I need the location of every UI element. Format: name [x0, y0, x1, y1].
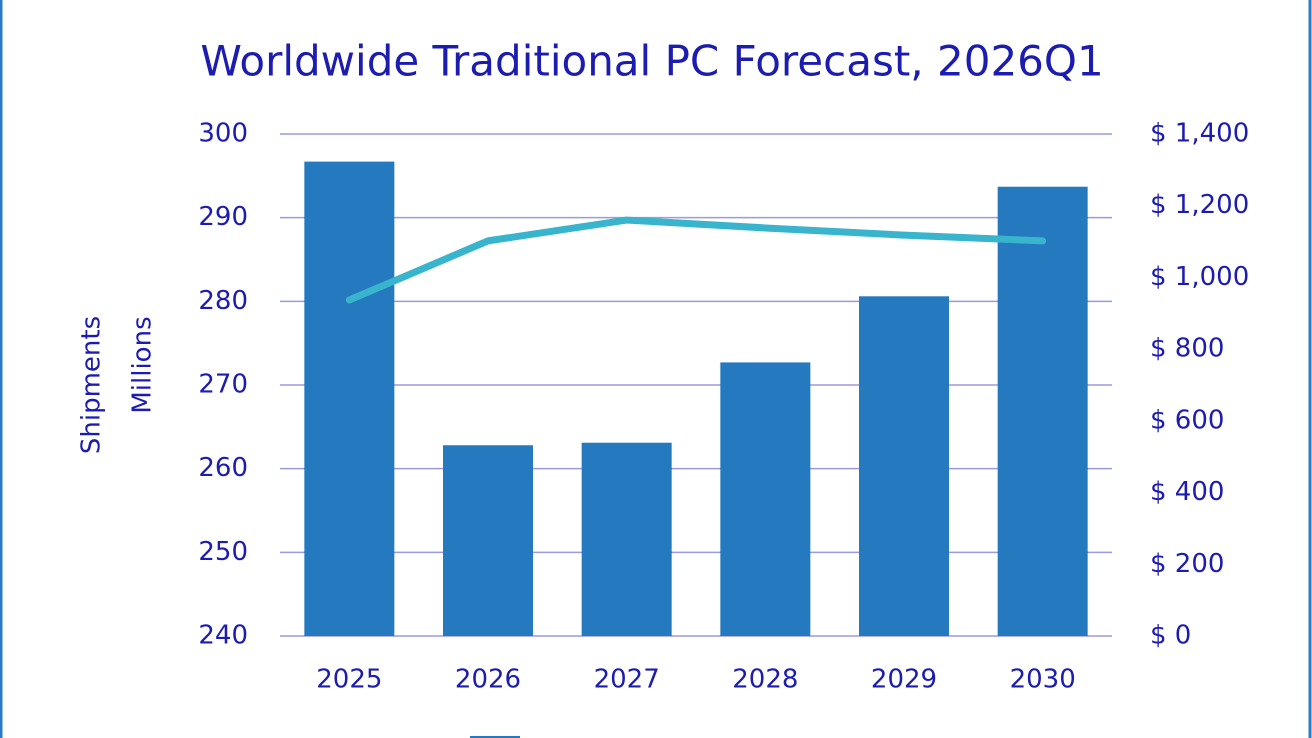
y-tick-label: 290	[198, 202, 248, 232]
y-axis-title: Millions	[128, 316, 158, 413]
bar	[443, 445, 533, 636]
y-tick-label: 280	[198, 286, 248, 316]
chart-title: Worldwide Traditional PC Forecast, 2026Q…	[200, 37, 1103, 86]
y2-tick-label: $ 0	[1150, 621, 1191, 651]
bar	[720, 362, 811, 636]
y-tick-label: 240	[198, 621, 248, 651]
line	[345, 216, 1047, 304]
x-tick-label: 2027	[594, 665, 660, 695]
y2-tick-label: $ 1,400	[1150, 119, 1249, 149]
y-tick-label: 300	[198, 119, 248, 149]
y2-tick-label: $ 1,000	[1150, 262, 1249, 292]
y-axis-title: Shipments	[77, 316, 107, 454]
bar	[859, 296, 949, 636]
x-tick-label: 2030	[1010, 665, 1076, 695]
bar	[997, 186, 1088, 636]
x-tick-label: 2029	[871, 665, 937, 695]
y-tick-label: 260	[198, 453, 248, 483]
x-tick-label: 2028	[732, 665, 798, 695]
x-tick-label: 2025	[316, 665, 382, 695]
legend-label: Shipments	[542, 735, 680, 738]
y2-tick-label: $ 200	[1150, 549, 1224, 579]
y2-tick-label: $ 1,200	[1150, 190, 1249, 220]
legend-swatch	[470, 736, 520, 738]
x-tick-label: 2026	[455, 665, 521, 695]
y-tick-label: 250	[198, 537, 248, 567]
bar	[304, 161, 395, 637]
y-tick-label: 270	[198, 370, 248, 400]
legend-label: ASP	[802, 735, 852, 738]
y2-tick-label: $ 400	[1150, 477, 1224, 507]
bar	[581, 442, 672, 636]
y2-tick-label: $ 600	[1150, 405, 1224, 435]
y2-tick-label: $ 800	[1150, 334, 1224, 364]
